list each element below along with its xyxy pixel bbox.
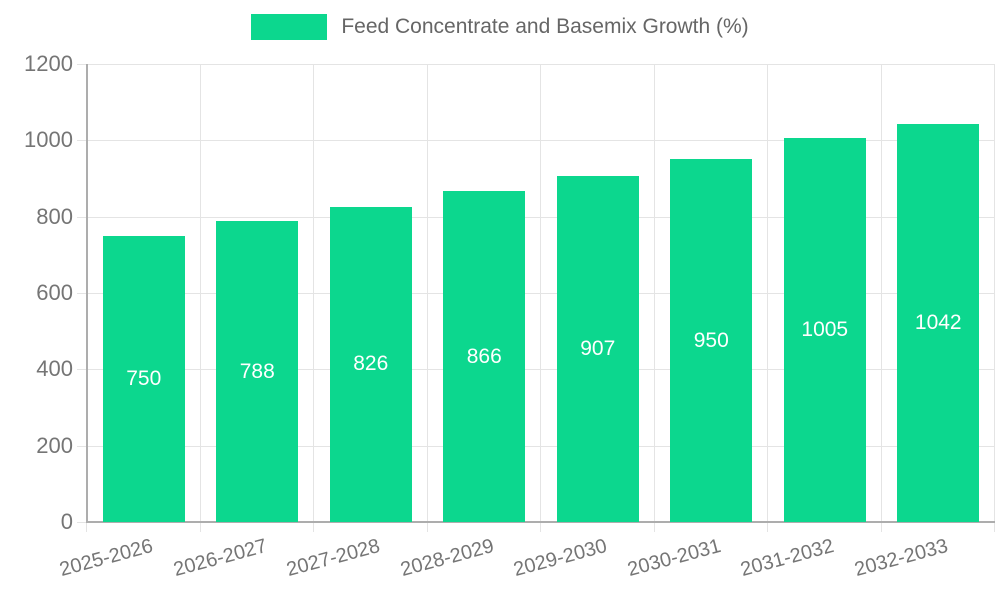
x-axis-label: 2029-2030 <box>511 535 610 582</box>
x-gridline <box>653 64 655 522</box>
x-tick <box>653 522 655 532</box>
x-axis-label: 2027-2028 <box>284 535 383 582</box>
legend-label[interactable]: Feed Concentrate and Basemix Growth (%) <box>341 15 749 38</box>
y-gridline <box>87 64 995 65</box>
x-tick <box>994 522 995 532</box>
y-axis-label: 600 <box>36 280 73 305</box>
y-axis-label: 0 <box>60 509 73 534</box>
bar[interactable]: 826 <box>329 206 412 522</box>
y-axis-label: 1200 <box>24 51 73 76</box>
y-axis-line <box>86 64 88 522</box>
plot-area: 0 200 400 600 800 1000 1200 750 2025-2026 788 2026… <box>24 53 995 581</box>
bar-value-label: 788 <box>239 359 275 383</box>
bar-value-label: 826 <box>353 352 389 376</box>
y-tick <box>77 293 87 294</box>
y-gridline <box>87 140 995 142</box>
x-tick <box>199 522 201 532</box>
x-axis-label: 2025-2026 <box>57 535 156 582</box>
x-tick <box>880 522 882 532</box>
y-tick <box>77 140 87 142</box>
x-axis-line <box>86 521 995 523</box>
x-gridline <box>426 64 428 522</box>
y-tick <box>77 445 87 447</box>
x-axis-label: 2030-2031 <box>624 535 723 582</box>
x-tick <box>540 522 541 532</box>
x-gridline <box>540 64 541 522</box>
x-axis-label: 2028-2029 <box>397 535 496 582</box>
bar[interactable]: 950 <box>670 159 753 522</box>
y-tick <box>77 522 87 523</box>
y-axis-label: 800 <box>36 203 73 229</box>
x-tick <box>767 522 768 532</box>
x-tick <box>313 522 314 532</box>
y-gridline <box>87 216 995 218</box>
bar-value-label: 1042 <box>914 311 962 335</box>
y-gridline <box>87 445 995 447</box>
x-tick <box>86 522 87 532</box>
x-gridline <box>313 64 314 522</box>
y-gridline <box>87 293 995 294</box>
y-tick <box>77 64 87 65</box>
bar-value-label: 1005 <box>801 318 849 342</box>
y-tick <box>77 369 87 371</box>
x-gridline <box>994 64 995 522</box>
x-axis-label: 2032-2033 <box>851 535 950 582</box>
y-gridline <box>87 369 995 371</box>
bar[interactable]: 1042 <box>897 124 980 522</box>
x-gridline <box>767 64 768 522</box>
y-axis-label: 400 <box>36 356 73 382</box>
bar[interactable]: 750 <box>102 235 185 522</box>
bar-value-label: 950 <box>693 328 729 352</box>
bar[interactable]: 866 <box>443 191 526 522</box>
legend[interactable]: Feed Concentrate and Basemix Growth (%) <box>0 14 1000 40</box>
x-axis-label: 2031-2032 <box>738 535 837 582</box>
y-axis-label: 1000 <box>24 127 73 153</box>
y-tick <box>77 216 87 218</box>
bar[interactable]: 907 <box>556 175 639 522</box>
y-axis-label: 200 <box>36 432 73 458</box>
x-tick <box>426 522 428 532</box>
x-gridline <box>880 64 882 522</box>
x-axis-label: 2026-2027 <box>170 535 269 582</box>
bar-value-label: 750 <box>126 366 162 390</box>
bar-value-label: 907 <box>580 336 616 360</box>
legend-swatch[interactable] <box>251 14 328 40</box>
x-gridline <box>199 64 201 522</box>
bar[interactable]: 1005 <box>783 138 866 522</box>
bar-value-label: 866 <box>466 344 502 368</box>
bar[interactable]: 788 <box>216 221 299 522</box>
